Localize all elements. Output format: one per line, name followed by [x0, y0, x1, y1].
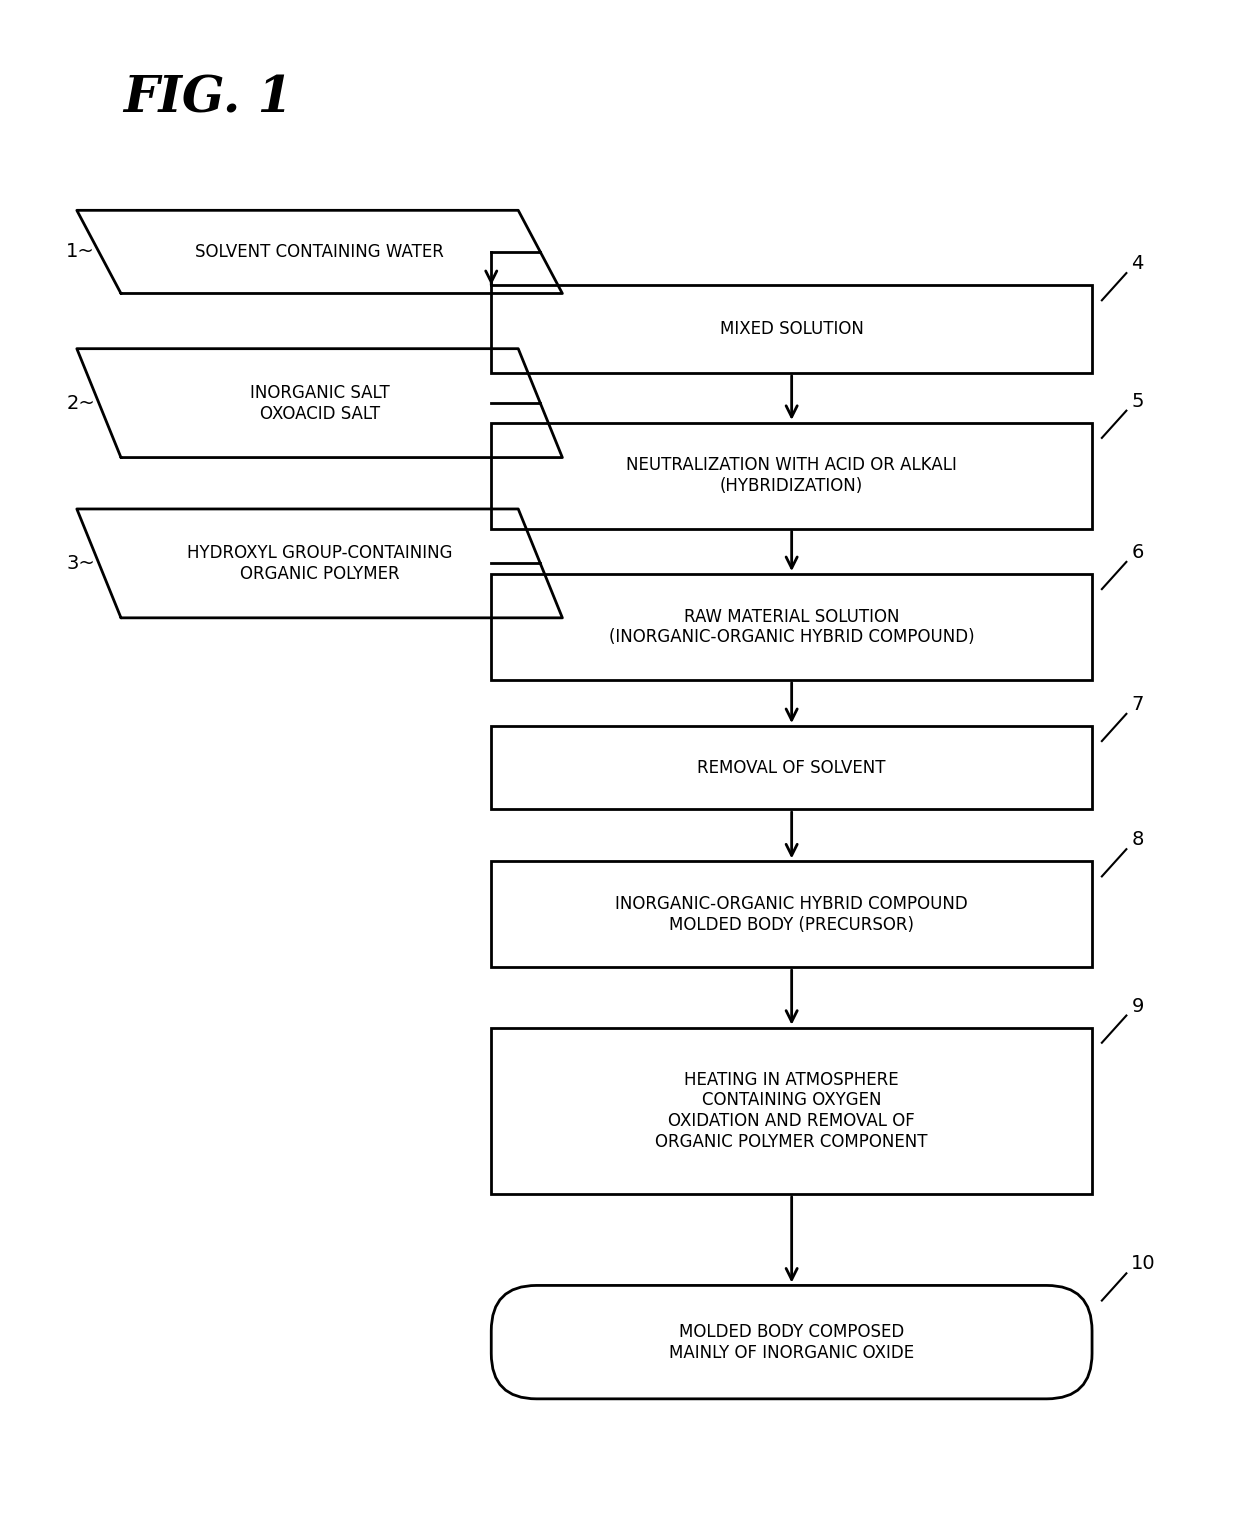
Bar — [491, 574, 1092, 681]
Text: FIG. 1: FIG. 1 — [124, 75, 293, 124]
Bar — [491, 726, 1092, 809]
Bar — [491, 285, 1092, 372]
Text: HYDROXYL GROUP-CONTAINING
ORGANIC POLYMER: HYDROXYL GROUP-CONTAINING ORGANIC POLYME… — [187, 543, 453, 583]
Text: 8: 8 — [1131, 830, 1143, 848]
Text: INORGANIC-ORGANIC HYBRID COMPOUND
MOLDED BODY (PRECURSOR): INORGANIC-ORGANIC HYBRID COMPOUND MOLDED… — [615, 894, 968, 934]
Text: 4: 4 — [1131, 253, 1143, 273]
Text: SOLVENT CONTAINING WATER: SOLVENT CONTAINING WATER — [195, 243, 444, 261]
Text: 7: 7 — [1131, 694, 1143, 714]
Text: 3~: 3~ — [66, 554, 95, 572]
Text: REMOVAL OF SOLVENT: REMOVAL OF SOLVENT — [697, 758, 885, 777]
Text: NEUTRALIZATION WITH ACID OR ALKALI
(HYBRIDIZATION): NEUTRALIZATION WITH ACID OR ALKALI (HYBR… — [626, 456, 957, 494]
Text: 6: 6 — [1131, 543, 1143, 562]
Text: 1~: 1~ — [66, 243, 95, 261]
Text: 10: 10 — [1131, 1254, 1156, 1273]
Text: INORGANIC SALT
OXOACID SALT: INORGANIC SALT OXOACID SALT — [249, 383, 389, 423]
Text: HEATING IN ATMOSPHERE
CONTAINING OXYGEN
OXIDATION AND REMOVAL OF
ORGANIC POLYMER: HEATING IN ATMOSPHERE CONTAINING OXYGEN … — [656, 1071, 928, 1151]
Text: 2~: 2~ — [66, 394, 95, 412]
Bar — [491, 423, 1092, 528]
FancyBboxPatch shape — [491, 1285, 1092, 1399]
Text: 5: 5 — [1131, 392, 1143, 410]
Text: MIXED SOLUTION: MIXED SOLUTION — [719, 320, 863, 339]
Text: MOLDED BODY COMPOSED
MAINLY OF INORGANIC OXIDE: MOLDED BODY COMPOSED MAINLY OF INORGANIC… — [670, 1323, 914, 1361]
Bar — [491, 1027, 1092, 1193]
Bar — [491, 861, 1092, 967]
Text: 9: 9 — [1131, 996, 1143, 1015]
Text: RAW MATERIAL SOLUTION
(INORGANIC-ORGANIC HYBRID COMPOUND): RAW MATERIAL SOLUTION (INORGANIC-ORGANIC… — [609, 607, 975, 647]
